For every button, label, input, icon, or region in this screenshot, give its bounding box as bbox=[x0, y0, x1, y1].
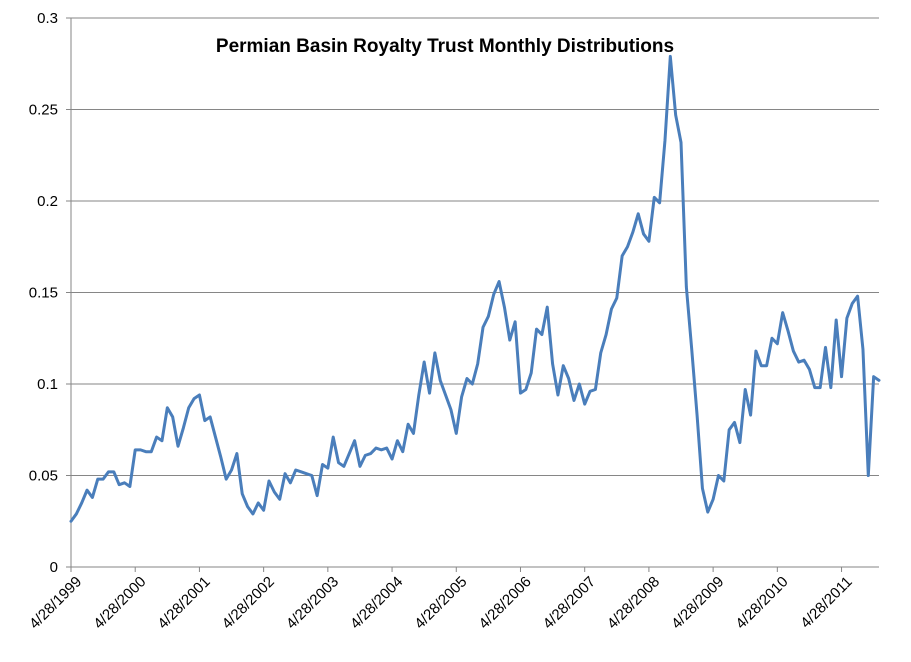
y-tick-label: 0.2 bbox=[37, 193, 58, 210]
x-tick-label: 4/28/2001 bbox=[154, 573, 213, 632]
x-axis-tick-labels: 4/28/1999 4/28/2000 4/28/2001 4/28/2002 4/28… bbox=[26, 573, 856, 632]
gridlines bbox=[71, 17, 879, 476]
x-tick-label: 4/28/2005 bbox=[411, 573, 470, 632]
axes bbox=[66, 17, 879, 572]
x-tick-label: 4/28/2008 bbox=[604, 573, 663, 632]
x-tick-label: 4/28/2003 bbox=[283, 573, 342, 632]
y-tick-label: 0.25 bbox=[29, 102, 58, 119]
x-tick-label: 4/28/2011 bbox=[797, 573, 855, 631]
y-tick-label: 0 bbox=[50, 559, 58, 576]
y-tick-label: 0.05 bbox=[29, 468, 58, 485]
y-tick-label: 0.3 bbox=[37, 10, 58, 27]
y-axis-tick-labels: 0 0.05 0.1 0.15 0.2 0.25 0.3 bbox=[29, 10, 58, 576]
series-layer bbox=[69, 54, 881, 523]
x-tick-label: 4/28/2010 bbox=[732, 573, 791, 632]
y-tick-label: 0.15 bbox=[29, 285, 58, 302]
x-tick-label: 4/28/2009 bbox=[668, 573, 727, 632]
chart-title: Permian Basin Royalty Trust Monthly Dist… bbox=[216, 36, 674, 57]
x-tick-label: 4/28/2004 bbox=[347, 573, 406, 632]
x-tick-label: 4/28/2007 bbox=[540, 573, 599, 632]
x-tick-label: 4/28/2002 bbox=[219, 573, 278, 632]
series-line bbox=[69, 54, 881, 523]
x-tick-label: 4/28/2000 bbox=[90, 573, 149, 632]
x-tick-label: 4/28/1999 bbox=[26, 573, 85, 632]
x-tick-label: 4/28/2006 bbox=[476, 573, 535, 632]
y-tick-label: 0.1 bbox=[37, 376, 58, 393]
